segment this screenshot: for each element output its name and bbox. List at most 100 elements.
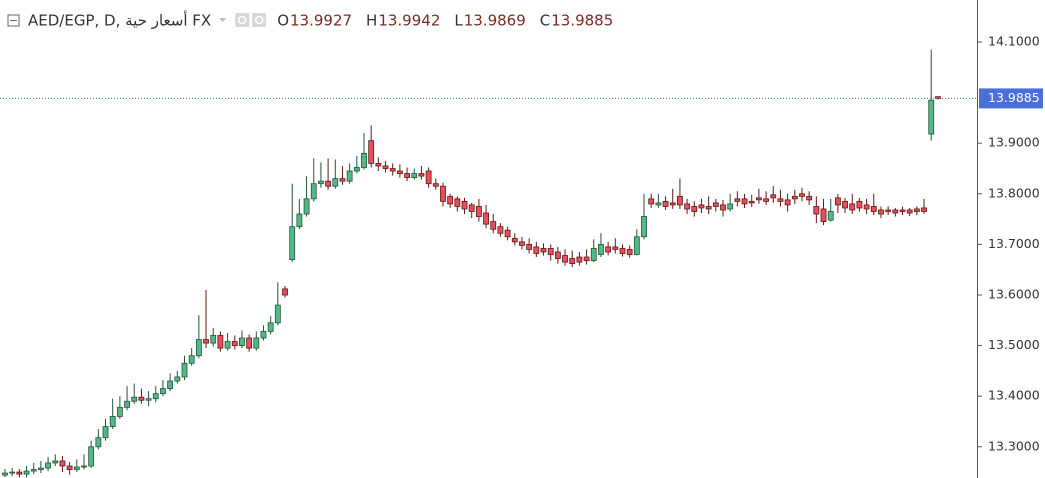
candle-body xyxy=(626,249,633,255)
y-tick-label: 13.5000 xyxy=(988,337,1040,352)
y-tick-label: 13.7000 xyxy=(988,236,1040,251)
candle-body xyxy=(684,203,690,210)
candle-body xyxy=(310,183,317,200)
candle-body xyxy=(382,165,389,169)
candle-body xyxy=(181,362,188,378)
candle-body xyxy=(662,200,669,207)
ohlc-value: 13.9869 xyxy=(464,12,526,30)
candle-body xyxy=(533,246,540,254)
y-tick-label: 14.1000 xyxy=(988,33,1040,48)
candle-body xyxy=(432,183,439,187)
candle-body xyxy=(705,206,712,210)
candle-body xyxy=(863,204,870,210)
candle-body xyxy=(9,471,16,474)
candle-body xyxy=(856,200,863,209)
candle-body xyxy=(834,197,841,206)
candle-body xyxy=(820,208,827,223)
candle-body xyxy=(763,198,769,202)
candle-body xyxy=(224,341,231,349)
y-tick-label: 13.9000 xyxy=(988,135,1040,150)
candle-body xyxy=(296,213,303,228)
y-tick-label: 13.4000 xyxy=(988,388,1040,403)
ohlc-label: O xyxy=(277,12,289,30)
candle-body xyxy=(353,167,360,172)
candle-body xyxy=(88,446,95,467)
candle-body xyxy=(878,209,884,215)
candle-body xyxy=(562,255,568,263)
candle-body xyxy=(935,96,941,99)
y-tick-label: 13.3000 xyxy=(988,438,1040,453)
candle-body xyxy=(404,173,410,178)
candle-body xyxy=(641,216,647,238)
candle-body xyxy=(633,236,640,255)
candle-body xyxy=(30,469,37,472)
candle-body xyxy=(612,246,619,250)
candle-body xyxy=(784,199,791,206)
candle-body xyxy=(138,396,145,401)
candle-body xyxy=(519,241,525,246)
candle-body xyxy=(253,337,260,349)
y-tick-label: 13.6000 xyxy=(988,286,1040,301)
candle-body xyxy=(289,226,296,260)
candle-body xyxy=(411,173,418,178)
candle-body xyxy=(849,203,856,211)
candle-body xyxy=(418,173,425,177)
candle-body xyxy=(677,195,683,206)
candle-body xyxy=(425,170,432,185)
candle-body xyxy=(885,209,892,212)
candle-body xyxy=(475,206,482,217)
candle-body xyxy=(619,248,626,254)
candle-body xyxy=(554,251,561,259)
candle-body xyxy=(547,248,554,255)
settings-toggle[interactable] xyxy=(235,13,250,27)
candle-body xyxy=(806,195,813,201)
candle-body xyxy=(16,471,23,475)
candle-body xyxy=(274,304,281,324)
candle-body xyxy=(95,437,102,448)
candle-body xyxy=(239,337,245,346)
candle-body xyxy=(756,197,762,201)
candle-body xyxy=(712,202,719,207)
candle-body xyxy=(698,204,705,209)
last-price-label: 13.9885 xyxy=(988,90,1040,105)
candle-body xyxy=(66,465,73,470)
candle-body xyxy=(73,466,80,470)
candle-body xyxy=(217,335,224,349)
candle-body xyxy=(569,258,576,265)
settings-toggle-glyph xyxy=(237,15,247,25)
candle-body xyxy=(928,99,935,135)
ohlc-value: 13.9885 xyxy=(551,12,613,30)
candle-body xyxy=(526,243,533,250)
candle-body xyxy=(648,198,655,205)
candle-body xyxy=(160,388,166,395)
candle-body xyxy=(52,460,59,464)
candle-body xyxy=(669,202,676,206)
candle-body xyxy=(748,200,755,204)
candle-body xyxy=(511,237,518,243)
candle-body xyxy=(203,339,209,344)
candle-body xyxy=(440,185,446,202)
candle-body xyxy=(892,209,899,214)
settings-gear[interactable] xyxy=(252,13,267,27)
candle-body xyxy=(246,337,253,349)
candle-body xyxy=(913,208,920,212)
candle-body xyxy=(260,331,267,339)
candle-body xyxy=(195,339,202,357)
candle-body xyxy=(396,170,403,174)
candle-body xyxy=(45,462,51,469)
candle-body xyxy=(318,180,324,185)
candle-body xyxy=(590,248,597,261)
candle-body xyxy=(131,396,138,402)
settings-gear-glyph xyxy=(254,15,264,25)
candle-body xyxy=(346,170,353,182)
candle-body xyxy=(813,206,820,215)
candle-body xyxy=(174,376,181,382)
candle-body xyxy=(741,198,748,205)
candle-body xyxy=(23,470,30,475)
candle-body xyxy=(368,140,375,164)
candle-body xyxy=(332,178,339,187)
candle-body xyxy=(2,472,8,476)
symbol-title: AED/EGP, D, أسعار حية FX xyxy=(28,11,211,30)
